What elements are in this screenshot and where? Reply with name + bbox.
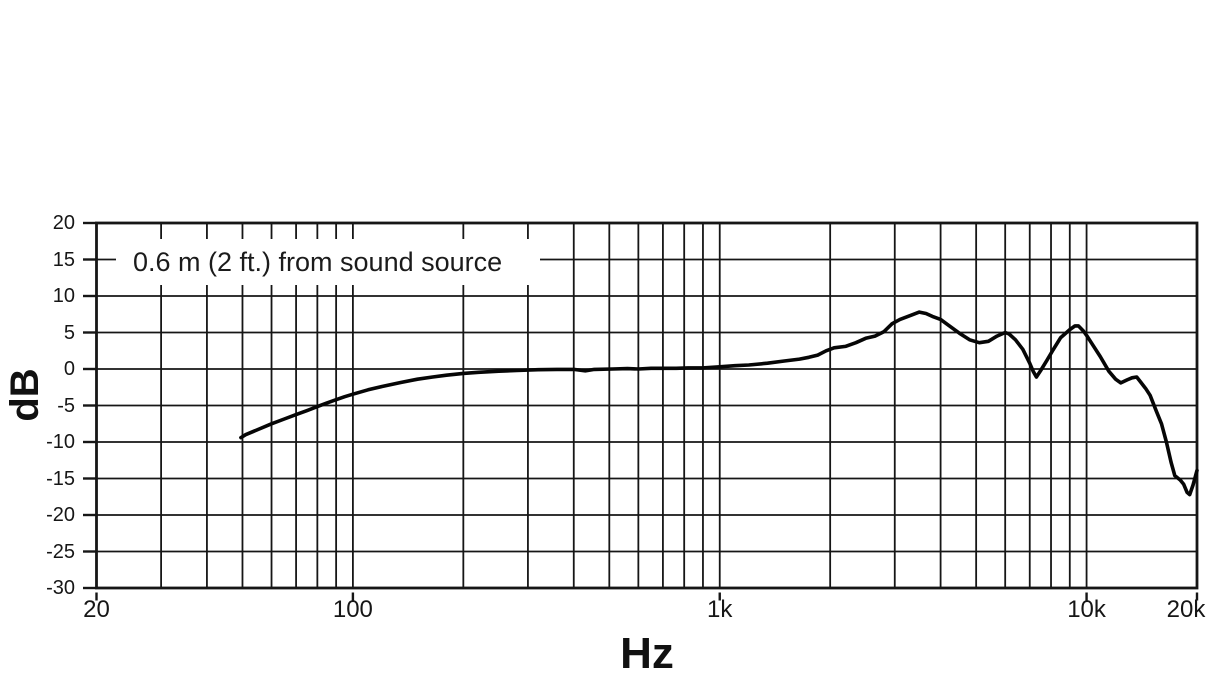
y-tick-label: -5	[57, 394, 75, 417]
y-tick-label: 10	[52, 285, 75, 307]
y-axis-title: dB	[3, 368, 47, 422]
y-tick-label: -15	[46, 467, 75, 490]
measurement-distance-annotation: 0.6 m (2 ft.) from sound source	[116, 239, 540, 285]
x-tick-label: 1k	[707, 596, 733, 623]
y-tick-label: -30	[46, 577, 75, 599]
x-tick-label: 20	[83, 596, 110, 623]
x-tick-label: 10k	[1067, 596, 1106, 623]
y-tick-label: -20	[46, 504, 75, 526]
y-tick-label: 5	[63, 321, 75, 344]
y-tick-label: -10	[46, 431, 75, 453]
x-tick-label: 100	[332, 596, 373, 623]
y-tick-label: 0	[63, 358, 75, 380]
response-curve	[239, 310, 1199, 497]
x-axis-title: Hz	[620, 629, 674, 678]
y-tick-label: -25	[46, 540, 75, 563]
x-tick-label: 20k	[1166, 596, 1206, 623]
y-tick-label: 20	[52, 212, 75, 234]
y-tick-label: 15	[52, 248, 75, 271]
